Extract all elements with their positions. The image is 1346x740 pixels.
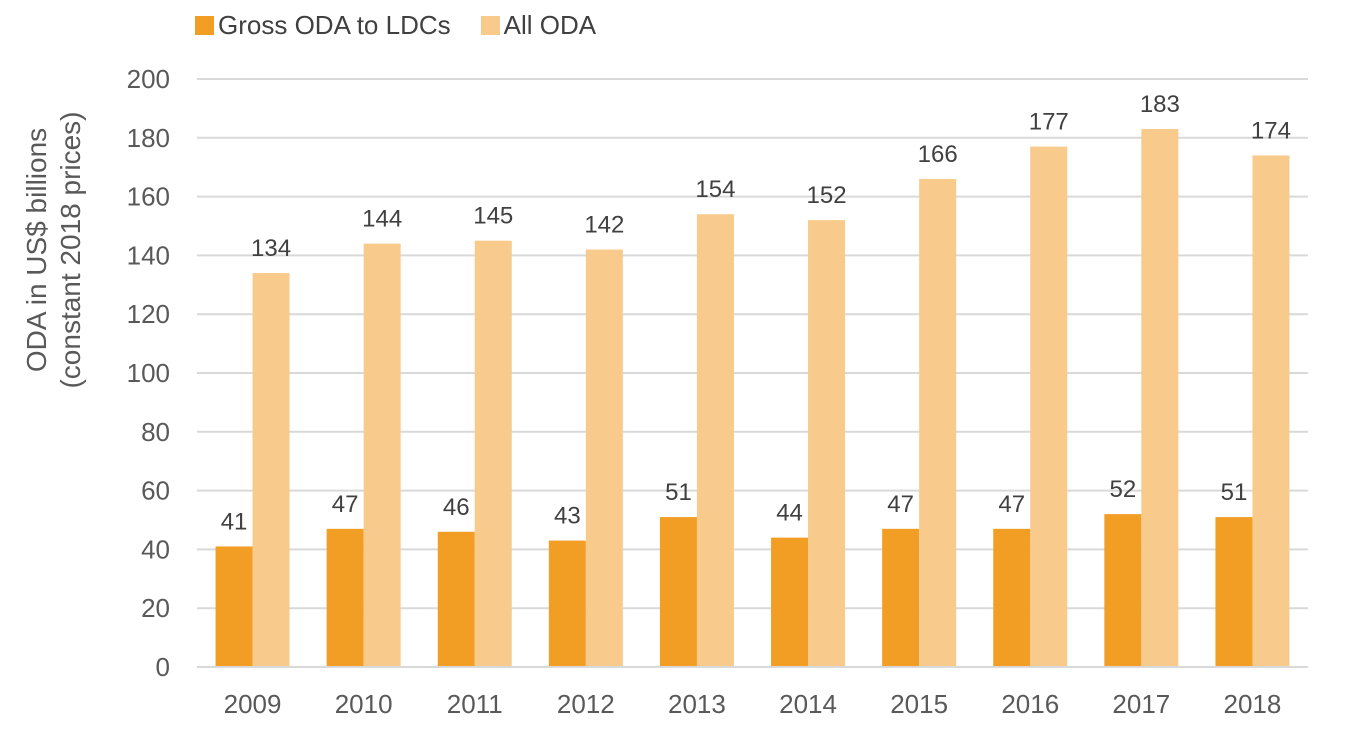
bar-all-oda [808, 220, 846, 667]
legend-label-gross-oda: Gross ODA to LDCs [218, 10, 451, 40]
y-tick-label: 100 [127, 358, 170, 388]
bar-all-oda [696, 214, 734, 668]
data-label-all-oda: 145 [473, 203, 513, 230]
data-label-gross-oda-ldcs: 51 [665, 479, 692, 506]
bar-gross-oda-ldcs [882, 528, 920, 667]
data-label-gross-oda-ldcs: 44 [776, 500, 803, 527]
y-tick-label: 20 [141, 593, 170, 623]
bar-gross-oda-ldcs [437, 531, 475, 667]
data-label-all-oda: 174 [1251, 117, 1291, 144]
legend-label-all-oda: All ODA [503, 10, 597, 40]
data-label-gross-oda-ldcs: 43 [554, 503, 581, 530]
y-tick-label: 80 [141, 417, 170, 447]
legend-item-all-oda: All ODA [480, 10, 597, 41]
x-tick-label: 2017 [1112, 689, 1170, 719]
data-label-gross-oda-ldcs: 47 [332, 491, 359, 518]
data-label-gross-oda-ldcs: 47 [887, 491, 914, 518]
y-tick-label: 60 [141, 476, 170, 506]
bar-all-oda [1141, 128, 1179, 668]
y-tick-label: 140 [127, 240, 170, 270]
data-label-all-oda: 177 [1029, 109, 1069, 136]
x-tick-label: 2014 [779, 689, 837, 719]
data-label-gross-oda-ldcs: 47 [998, 491, 1025, 518]
data-label-all-oda: 144 [362, 206, 402, 233]
bar-gross-oda-ldcs [993, 528, 1031, 667]
data-label-all-oda: 166 [918, 141, 958, 168]
x-tick-label: 2013 [668, 689, 726, 719]
data-label-gross-oda-ldcs: 51 [1221, 479, 1248, 506]
data-label-all-oda: 154 [695, 176, 735, 203]
bar-all-oda [252, 273, 290, 667]
y-tick-label: 120 [127, 299, 170, 329]
x-tick-label: 2010 [335, 689, 393, 719]
x-tick-label: 2011 [447, 689, 503, 719]
x-tick-label: 2016 [1001, 689, 1059, 719]
data-label-all-oda: 152 [807, 182, 847, 209]
bar-gross-oda-ldcs [1215, 517, 1253, 667]
data-label-gross-oda-ldcs: 52 [1109, 476, 1136, 503]
bar-gross-oda-ldcs [326, 528, 364, 667]
bar-gross-oda-ldcs [215, 546, 253, 667]
data-label-gross-oda-ldcs: 46 [443, 494, 470, 521]
bar-gross-oda-ldcs [771, 537, 809, 667]
bar-all-oda [1030, 146, 1068, 667]
y-tick-label: 40 [141, 534, 170, 564]
legend-swatch-all-oda [480, 16, 500, 35]
bar-gross-oda-ldcs [1104, 514, 1142, 667]
y-tick-label: 160 [127, 182, 170, 212]
y-tick-label: 180 [127, 123, 170, 153]
x-tick-label: 2015 [890, 689, 948, 719]
data-label-all-oda: 142 [584, 212, 624, 239]
y-tick-label: 0 [156, 652, 170, 682]
bar-gross-oda-ldcs [548, 540, 586, 667]
y-tick-label: 200 [127, 64, 170, 94]
legend-item-gross-oda: Gross ODA to LDCs [195, 10, 451, 41]
bar-gross-oda-ldcs [659, 517, 697, 667]
bar-all-oda [919, 178, 957, 667]
bar-all-oda [1252, 155, 1290, 667]
x-tick-label: 2018 [1224, 689, 1282, 719]
legend-swatch-gross-oda [195, 16, 214, 35]
legend: Gross ODA to LDCs All ODA [195, 10, 626, 41]
bar-all-oda [585, 249, 623, 667]
x-tick-label: 2009 [224, 689, 282, 719]
bar-all-oda [363, 243, 401, 667]
x-tick-label: 2012 [557, 689, 615, 719]
data-label-all-oda: 134 [251, 235, 291, 262]
data-label-all-oda: 183 [1140, 91, 1180, 118]
bar-all-oda [474, 240, 512, 667]
data-label-gross-oda-ldcs: 41 [221, 508, 248, 535]
